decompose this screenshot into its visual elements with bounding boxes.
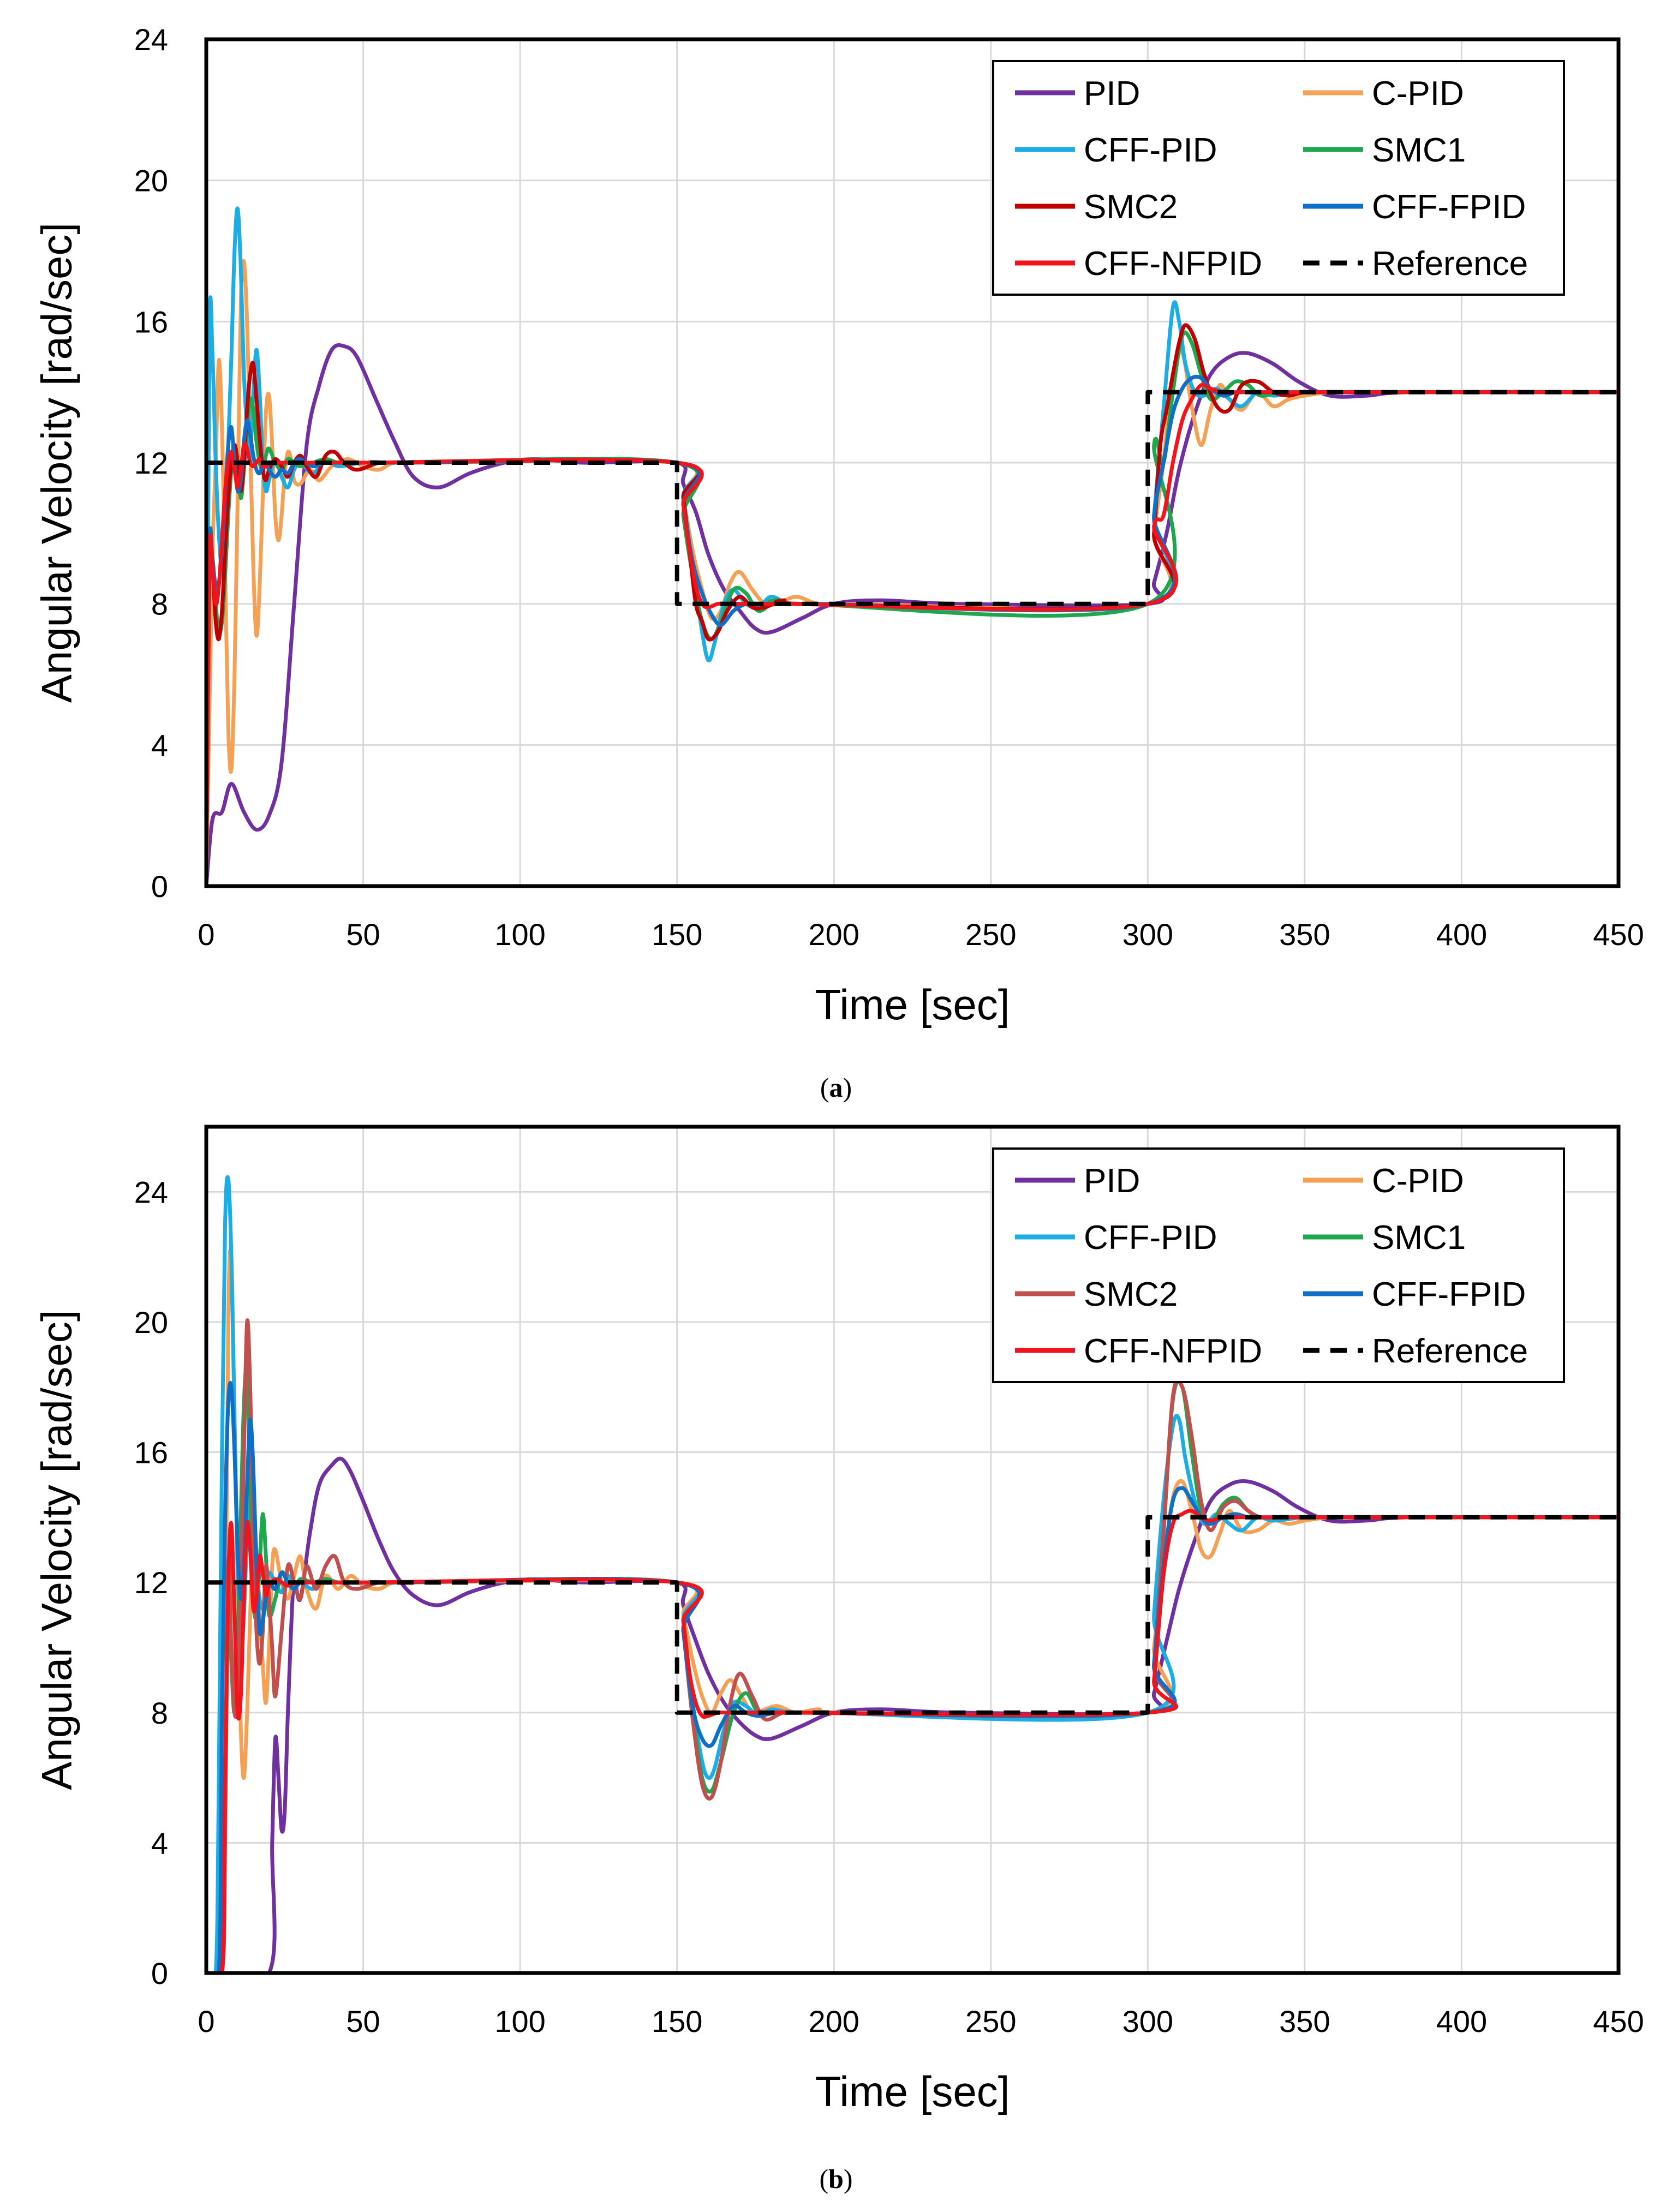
legend-label-smc2-b: SMC2 xyxy=(1084,1276,1178,1313)
y-tick-labels-b: 0 4 8 12 16 20 24 xyxy=(134,1175,168,1990)
legend-label-cff-pid-a: CFF-PID xyxy=(1084,131,1217,169)
y-tick-label-24-a: 24 xyxy=(134,22,168,57)
x-tick-labels-a: 0 50 100 150 200 250 300 350 400 450 xyxy=(198,917,1644,952)
x-axis-title-a: Time [sec] xyxy=(815,981,1010,1029)
legend-label-pid-a: PID xyxy=(1084,75,1140,112)
series-line-reference-b xyxy=(206,1515,1619,1715)
caption-a: (a) xyxy=(820,1072,852,1103)
legend-label-c-pid-b: C-PID xyxy=(1372,1162,1464,1200)
legend-label-c-pid-a: C-PID xyxy=(1372,75,1464,112)
x-tick-label-250-b: 250 xyxy=(965,2004,1016,2038)
series-line-pid-a xyxy=(206,343,1619,886)
caption-open-paren-b: ( xyxy=(819,2163,828,2194)
plot-frame-b xyxy=(204,1125,1621,1975)
caption-letter-b: b xyxy=(828,2163,844,2194)
series-line-reference-a xyxy=(206,390,1619,606)
x-tick-label-250-a: 250 xyxy=(965,917,1016,952)
chart-panel-a: 0 50 100 150 200 250 300 350 400 450 04812162024 … xyxy=(33,22,1644,1103)
x-tick-label-400-a: 400 xyxy=(1436,917,1487,952)
caption-close-paren-b: ) xyxy=(844,2163,853,2194)
legend-label-reference-b: Reference xyxy=(1372,1332,1528,1370)
y-axis-title-a: Angular Velocity [rad/sec] xyxy=(33,223,81,703)
y-tick-label-0-b: 0 xyxy=(151,1956,168,1990)
legend-box-b xyxy=(992,1147,1565,1383)
x-tick-label-50-a: 50 xyxy=(346,917,380,952)
legend-a: PID C-PID CFF-PID SMC1 SMC2 CFF-FPID CFF-NFPID… xyxy=(992,60,1565,296)
y-tick-labels-a: 0 4 8 12 16 20 24 xyxy=(134,22,168,904)
x-tick-label-100-a: 100 xyxy=(494,917,545,952)
caption-open-paren-a: ( xyxy=(820,1072,829,1103)
legend-box-a xyxy=(992,60,1565,296)
caption-letter-a: a xyxy=(829,1072,843,1103)
x-tick-label-0-a: 0 xyxy=(198,917,214,952)
legend-label-cff-nfpid-a: CFF-NFPID xyxy=(1084,245,1262,283)
y-tick-label-8-b: 8 xyxy=(151,1696,168,1730)
legend-label-cff-pid-b: CFF-PID xyxy=(1084,1219,1217,1257)
legend-label-cff-fpid-b: CFF-FPID xyxy=(1372,1276,1526,1313)
legend-label-smc1-a: SMC1 xyxy=(1372,131,1466,169)
x-tick-label-200-b: 200 xyxy=(809,2004,859,2038)
chart-panel-b: 0 50 100 150 200 250 300 350 400 450 04812162024 … xyxy=(33,1125,1644,2194)
y-tick-label-8-a: 8 xyxy=(151,587,168,621)
series-b xyxy=(206,1175,1619,1973)
legend-b: PID C-PID CFF-PID SMC1 SMC2 CFF-FPID CFF-NFPID… xyxy=(992,1147,1565,1383)
x-tick-label-350-b: 350 xyxy=(1279,2004,1330,2038)
x-tick-label-150-a: 150 xyxy=(652,917,702,952)
y-tick-label-20-a: 20 xyxy=(134,164,168,198)
x-tick-label-300-b: 300 xyxy=(1122,2004,1173,2038)
y-tick-label-16-a: 16 xyxy=(134,304,168,339)
plot-frame-a xyxy=(204,37,1621,888)
series-a xyxy=(206,206,1619,886)
x-tick-labels-b: 0 50 100 150 200 250 300 350 400 450 xyxy=(198,2004,1644,2038)
legend-label-pid-b: PID xyxy=(1084,1162,1140,1200)
y-axis-title-b: Angular Velocity [rad/sec] xyxy=(33,1310,81,1790)
y-tick-label-12-b: 12 xyxy=(134,1565,168,1600)
x-tick-label-150-b: 150 xyxy=(652,2004,702,2038)
x-tick-label-350-a: 350 xyxy=(1279,917,1330,952)
legend-label-cff-fpid-a: CFF-FPID xyxy=(1372,188,1526,226)
x-tick-label-0-b: 0 xyxy=(198,2004,214,2038)
x-tick-label-300-a: 300 xyxy=(1122,917,1173,952)
legend-label-reference-a: Reference xyxy=(1372,245,1528,283)
y-tick-label-20-b: 20 xyxy=(134,1305,168,1340)
legend-label-smc1-b: SMC1 xyxy=(1372,1219,1466,1257)
x-tick-label-200-a: 200 xyxy=(809,917,859,952)
legend-label-cff-nfpid-b: CFF-NFPID xyxy=(1084,1332,1262,1370)
x-tick-label-400-b: 400 xyxy=(1436,2004,1487,2038)
x-tick-label-450-b: 450 xyxy=(1593,2004,1644,2038)
y-tick-label-0-a: 0 xyxy=(151,869,168,904)
x-tick-label-450-a: 450 xyxy=(1593,917,1644,952)
caption-b: (b) xyxy=(819,2163,852,2194)
x-axis-title-b: Time [sec] xyxy=(815,2067,1010,2115)
legend-label-smc2-a: SMC2 xyxy=(1084,188,1178,226)
y-tick-label-12-a: 12 xyxy=(134,446,168,480)
y-tick-label-16-b: 16 xyxy=(134,1436,168,1470)
caption-close-paren-a: ) xyxy=(843,1072,852,1103)
x-tick-label-50-b: 50 xyxy=(346,2004,380,2038)
y-tick-label-24-b: 24 xyxy=(134,1175,168,1209)
y-tick-label-4-b: 4 xyxy=(151,1826,168,1860)
y-tick-label-4-a: 4 xyxy=(151,728,168,762)
x-tick-label-100-b: 100 xyxy=(494,2004,545,2038)
